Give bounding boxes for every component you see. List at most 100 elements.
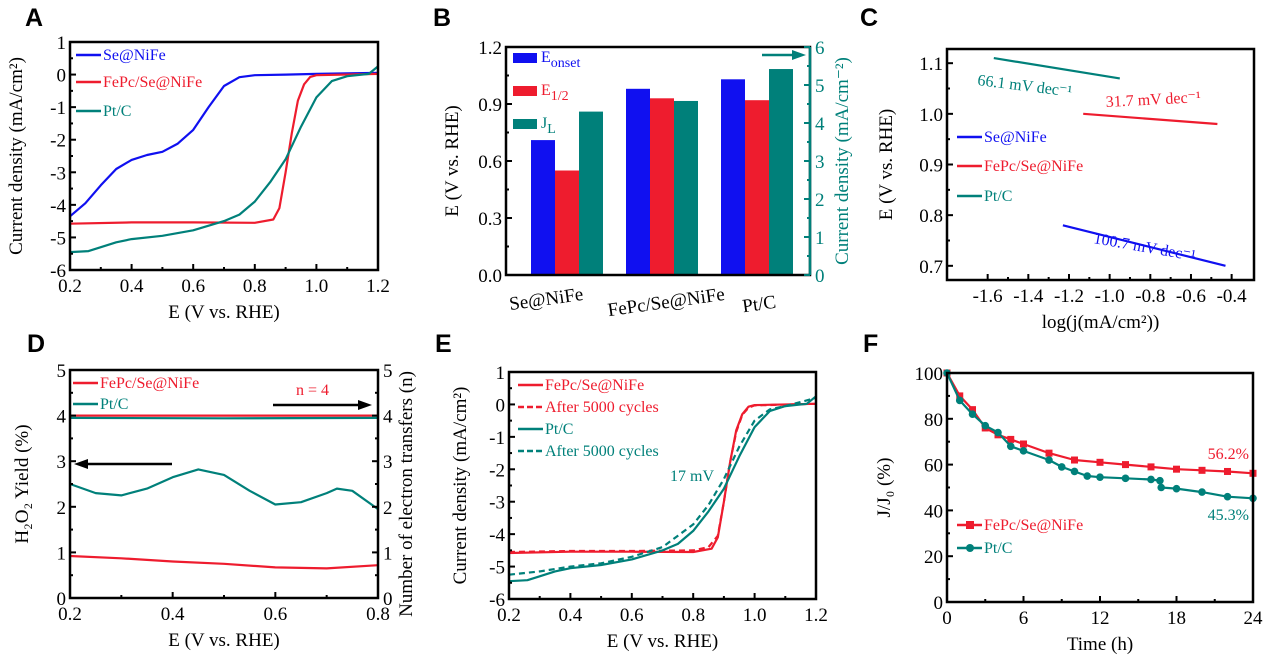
category-label: FePc/Se@NiFe — [606, 284, 726, 321]
legend-label: JL — [541, 115, 556, 137]
category-label: Se@NiFe — [508, 284, 585, 315]
y-tick-label: -2 — [50, 131, 66, 152]
y-tick-label: -1 — [489, 428, 505, 449]
legend-label: FePc/Se@NiFe — [100, 375, 199, 392]
y-tick-label: -4 — [489, 525, 505, 546]
bar — [769, 69, 793, 275]
y-tick-label: -6 — [50, 261, 66, 282]
shift-annotation: 17 mV — [670, 468, 714, 485]
y-axis-title: Current density (mA/cm⁻²) — [832, 57, 853, 265]
category-label: Pt/C — [741, 292, 777, 318]
y-axis-title: Current density (mA/cm²) — [6, 57, 27, 255]
bar — [721, 79, 745, 275]
data-marker-square — [1224, 467, 1231, 475]
y-tick-label: 40 — [924, 501, 943, 522]
y-tick-label: -5 — [50, 228, 66, 249]
bar — [626, 88, 650, 275]
x-tick-label: 0.2 — [58, 276, 82, 297]
slope-annotation: 66.1 mV dec⁻¹ — [977, 72, 1074, 100]
bar — [650, 98, 674, 275]
legend-label-sub: 1/2 — [551, 89, 569, 104]
y-tick-label: -3 — [489, 493, 505, 514]
data-marker-circle — [1156, 476, 1164, 485]
x-axis-title: log(j(mA/cm²)) — [1042, 312, 1160, 333]
panel-letter: F — [863, 330, 878, 358]
legend-label: After 5000 cycles — [545, 443, 659, 460]
data-marker-square — [1147, 463, 1155, 471]
series-line — [508, 395, 817, 583]
data-marker-circle — [1057, 463, 1066, 471]
legend-swatch — [513, 53, 537, 63]
x-tick-label: -0.6 — [1176, 286, 1206, 307]
legend-label: FePc/Se@NiFe — [545, 377, 644, 394]
data-marker-circle — [1045, 456, 1053, 464]
x-tick-label: 0.4 — [120, 276, 144, 297]
x-tick-label: -1.6 — [973, 286, 1003, 307]
data-marker-circle — [1121, 474, 1130, 483]
series-line — [1062, 224, 1226, 267]
y-tick-label: -4 — [50, 196, 66, 217]
panel-letter: D — [27, 330, 45, 358]
x-tick-label: -0.4 — [1217, 286, 1248, 307]
series-line — [993, 57, 1120, 80]
data-marker-circle — [1070, 467, 1079, 476]
legend-label: Se@NiFe — [103, 47, 166, 64]
data-marker-circle — [1006, 442, 1015, 451]
y-axis-title: Number of electron transfers (n) — [396, 371, 417, 617]
x-tick-label: 0.6 — [263, 604, 287, 625]
panel-e: E 0.2 0.4 0.6 0.8 1.0 1.2 -6 -5 -4 -3 -2 -1 0 1 E (V vs… — [435, 330, 828, 652]
arrow-icon — [74, 459, 88, 469]
retention-annotation: 45.3% — [1208, 507, 1249, 524]
y-tick-label: 0 — [57, 589, 67, 610]
y-tick-label: 4 — [57, 407, 67, 428]
y-tick-label: 6 — [815, 38, 825, 59]
plot-frame — [945, 371, 1255, 604]
y-tick-label: 60 — [924, 456, 943, 477]
y-tick-label: 2 — [383, 498, 393, 519]
x-tick-label: 0.8 — [366, 604, 390, 625]
slope-annotation: 31.7 mV dec⁻¹ — [1105, 89, 1201, 111]
x-axis-title: E (V vs. RHE) — [607, 631, 719, 652]
y-tick-label: 0 — [496, 395, 506, 416]
y-tick-label: -1 — [50, 98, 66, 119]
y-tick-label: 2 — [57, 498, 67, 519]
x-tick-label: 6 — [1019, 608, 1029, 629]
panel-letter: A — [25, 4, 43, 32]
legend-label: E1/2 — [541, 82, 569, 104]
y-tick-label: -2 — [489, 460, 505, 481]
bar — [555, 170, 579, 275]
series-line — [69, 71, 379, 218]
x-tick-label: 1.2 — [804, 605, 828, 626]
data-marker-circle — [1198, 488, 1206, 496]
data-marker-circle — [1172, 484, 1181, 493]
arrow-icon — [358, 400, 372, 410]
legend-label: Pt/C — [984, 188, 1012, 205]
y-axis-title: Current density (mA/cm²) — [450, 387, 471, 585]
x-tick-label: 0.6 — [620, 605, 644, 626]
slope-annotation: 100.7 mV dec⁻¹ — [1092, 230, 1197, 265]
y-tick-label: 5 — [383, 361, 393, 382]
legend-label: Se@NiFe — [984, 129, 1047, 146]
y-tick-label: 1.1 — [919, 54, 943, 75]
series-line — [69, 554, 379, 570]
data-marker-circle — [1096, 473, 1104, 481]
x-tick-label: 24 — [1244, 608, 1264, 629]
x-tick-label: 0.2 — [58, 604, 82, 625]
legend-label-sub: L — [547, 122, 556, 137]
data-marker-square — [1096, 458, 1104, 466]
data-marker-circle — [1157, 483, 1165, 492]
y-axis-title: E (V vs. RHE) — [876, 109, 897, 221]
y-tick-label: 1 — [383, 543, 393, 564]
panel-letter: C — [860, 4, 878, 32]
legend-label: Pt/C — [100, 396, 128, 413]
y-tick-label: 0.0 — [478, 266, 502, 287]
y-tick-label: 0 — [383, 589, 393, 610]
data-marker-square — [956, 392, 964, 400]
x-tick-label: 0.4 — [161, 604, 185, 625]
y-tick-label: 4 — [815, 114, 825, 135]
y-axis-title: E (V vs. RHE) — [442, 105, 463, 217]
y-tick-label: 0.8 — [919, 206, 943, 227]
